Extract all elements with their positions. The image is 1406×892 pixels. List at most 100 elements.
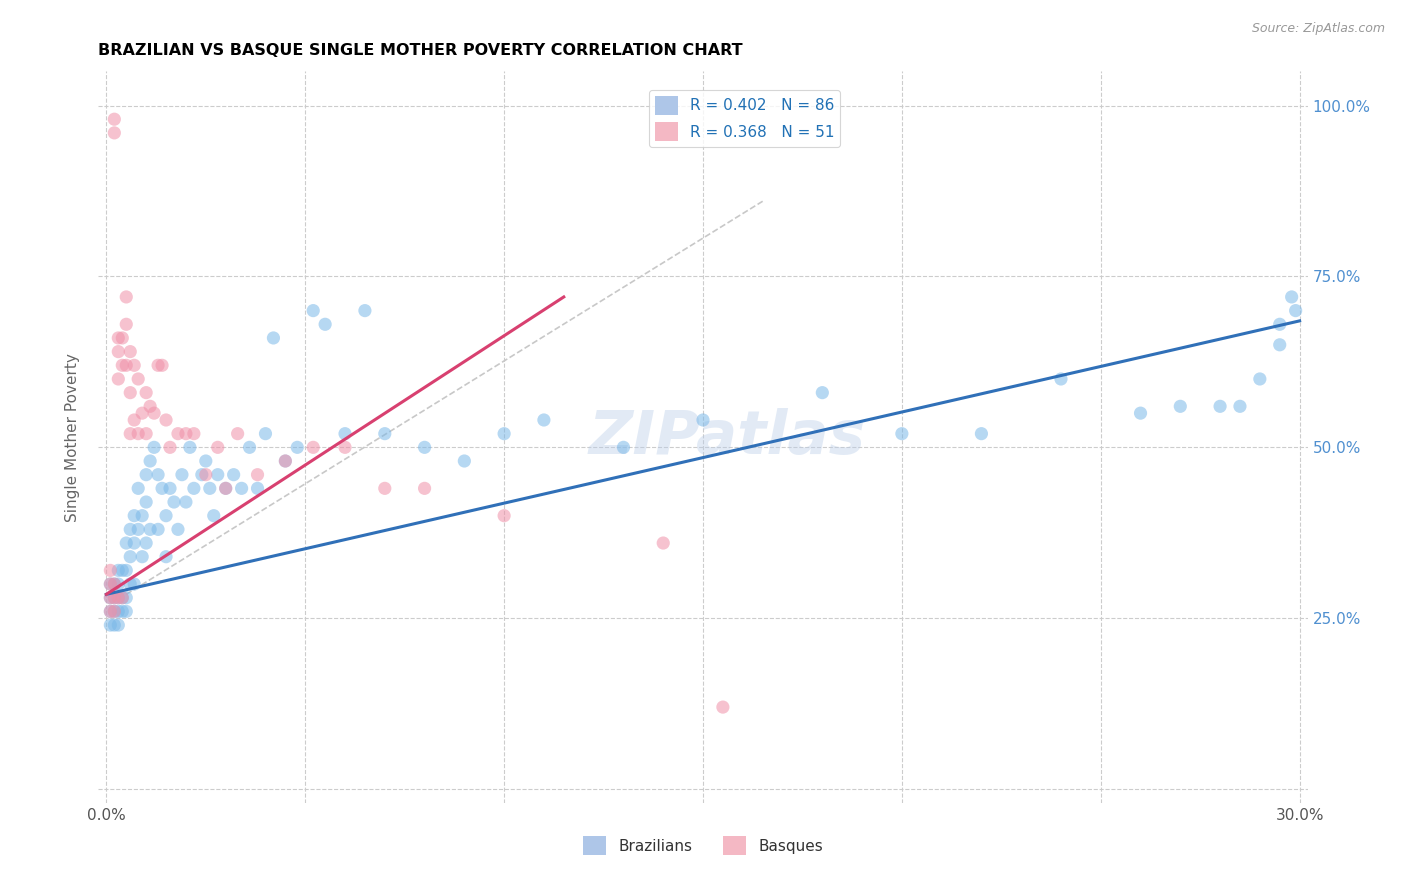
Point [302, 303, 325, 318]
Point [115, 290, 138, 304]
Point [174, 426, 197, 441]
Point [98, 591, 121, 605]
Point [115, 591, 138, 605]
Point [111, 563, 134, 577]
Point [150, 481, 173, 495]
Point [111, 591, 134, 605]
Point [107, 604, 129, 618]
Point [262, 331, 284, 345]
Point [207, 467, 229, 482]
Point [122, 577, 145, 591]
Point [127, 372, 149, 386]
Point [183, 426, 205, 441]
Point [103, 604, 125, 618]
Point [98, 577, 121, 591]
Point [143, 406, 166, 420]
Point [98, 604, 121, 618]
Point [107, 372, 129, 386]
Point [103, 591, 125, 605]
Point [131, 406, 153, 420]
Point [120, 426, 142, 441]
Point [103, 126, 125, 140]
Point [1281, 290, 1303, 304]
Point [135, 495, 157, 509]
Point [127, 426, 149, 441]
Point [159, 481, 181, 495]
Point [139, 454, 162, 468]
Point [1268, 318, 1291, 332]
Point [285, 440, 308, 454]
Point [494, 426, 516, 441]
Point [1285, 303, 1308, 318]
Point [179, 440, 201, 454]
Point [453, 454, 475, 468]
Point [115, 536, 138, 550]
Point [163, 495, 186, 509]
Point [146, 359, 169, 373]
Point [111, 359, 134, 373]
Point [127, 522, 149, 536]
Point [107, 618, 129, 632]
Point [174, 495, 197, 509]
Point [374, 481, 396, 495]
Point [170, 467, 193, 482]
Point [692, 413, 714, 427]
Point [107, 563, 129, 577]
Text: Source: ZipAtlas.com: Source: ZipAtlas.com [1251, 22, 1385, 36]
Point [127, 481, 149, 495]
Point [194, 454, 217, 468]
Point [107, 577, 129, 591]
Point [155, 549, 177, 564]
Point [1229, 400, 1251, 414]
Point [970, 426, 993, 441]
Point [811, 385, 834, 400]
Text: BRAZILIAN VS BASQUE SINGLE MOTHER POVERTY CORRELATION CHART: BRAZILIAN VS BASQUE SINGLE MOTHER POVERT… [98, 43, 742, 58]
Point [246, 481, 269, 495]
Point [103, 591, 125, 605]
Point [1209, 400, 1232, 414]
Point [135, 385, 157, 400]
Point [246, 467, 269, 482]
Point [122, 413, 145, 427]
Point [131, 549, 153, 564]
Point [115, 604, 138, 618]
Point [302, 440, 325, 454]
Point [131, 508, 153, 523]
Point [122, 508, 145, 523]
Point [98, 591, 121, 605]
Point [120, 344, 142, 359]
Point [231, 481, 253, 495]
Point [167, 522, 190, 536]
Point [146, 522, 169, 536]
Point [143, 440, 166, 454]
Point [413, 481, 436, 495]
Point [139, 522, 162, 536]
Point [890, 426, 912, 441]
Point [167, 426, 190, 441]
Point [198, 481, 221, 495]
Point [207, 440, 229, 454]
Point [120, 385, 142, 400]
Point [652, 536, 675, 550]
Point [135, 426, 157, 441]
Point [194, 467, 217, 482]
Point [103, 577, 125, 591]
Point [1168, 400, 1191, 414]
Point [150, 359, 173, 373]
Point [139, 400, 162, 414]
Point [183, 481, 205, 495]
Point [107, 591, 129, 605]
Point [155, 508, 177, 523]
Point [1249, 372, 1271, 386]
Point [711, 700, 734, 714]
Point [413, 440, 436, 454]
Point [98, 577, 121, 591]
Point [98, 604, 121, 618]
Point [146, 467, 169, 482]
Point [107, 344, 129, 359]
Point [274, 454, 297, 468]
Point [191, 467, 214, 482]
Point [115, 318, 138, 332]
Point [222, 467, 245, 482]
Point [107, 331, 129, 345]
